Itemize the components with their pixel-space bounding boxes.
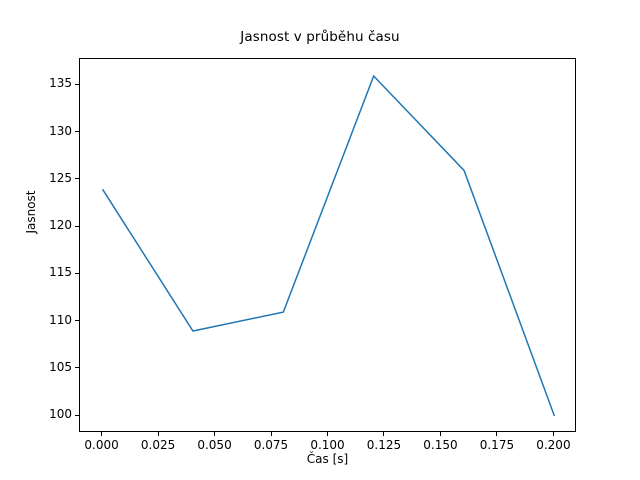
chart-title: Jasnost v průběhu času: [240, 29, 400, 45]
y-axis-label: Jasnost: [24, 190, 38, 234]
y-tick-label: 125: [49, 170, 72, 185]
x-tick-label: 0.100: [310, 438, 345, 452]
x-tick-mark: [214, 432, 216, 436]
y-tick-mark: [75, 225, 79, 227]
y-tick-mark: [75, 320, 79, 322]
y-tick-mark: [75, 178, 79, 180]
y-tick-mark: [75, 367, 79, 369]
x-tick-mark: [101, 432, 103, 436]
y-tick-mark: [75, 414, 79, 416]
x-tick-mark: [270, 432, 272, 436]
x-tick-label: 0.175: [479, 438, 515, 452]
x-tick-label: 0.125: [366, 438, 402, 452]
x-tick-mark: [157, 432, 159, 436]
y-tick-mark: [75, 131, 79, 133]
x-tick-mark: [496, 432, 498, 436]
x-axis-label: Čas [s]: [306, 452, 349, 466]
x-tick-label: 0.200: [536, 438, 571, 452]
x-tick-label: 0.050: [197, 438, 232, 452]
data-series-jasnost: [101, 74, 556, 417]
y-tick-label: 105: [49, 359, 72, 374]
y-tick-label: 100: [49, 407, 72, 421]
x-tick-label: 0.025: [140, 438, 176, 452]
x-tick-mark: [552, 432, 554, 436]
x-tick-mark: [439, 432, 441, 436]
x-tick-label: 0.000: [84, 438, 119, 452]
x-tick-mark: [383, 432, 385, 436]
y-tick-label: 120: [49, 218, 72, 233]
plot-area: [79, 58, 576, 432]
y-tick-mark: [75, 83, 79, 85]
x-tick-mark: [327, 432, 328, 436]
y-tick-label: 135: [49, 76, 72, 91]
y-tick-label: 130: [49, 123, 72, 138]
x-tick-label: 0.075: [253, 438, 289, 452]
x-tick-label: 0.150: [423, 438, 458, 452]
y-tick-label: 110: [49, 312, 72, 327]
data-line-svg: [101, 74, 556, 417]
y-tick-label: 115: [49, 265, 72, 280]
y-tick-mark: [75, 272, 79, 274]
